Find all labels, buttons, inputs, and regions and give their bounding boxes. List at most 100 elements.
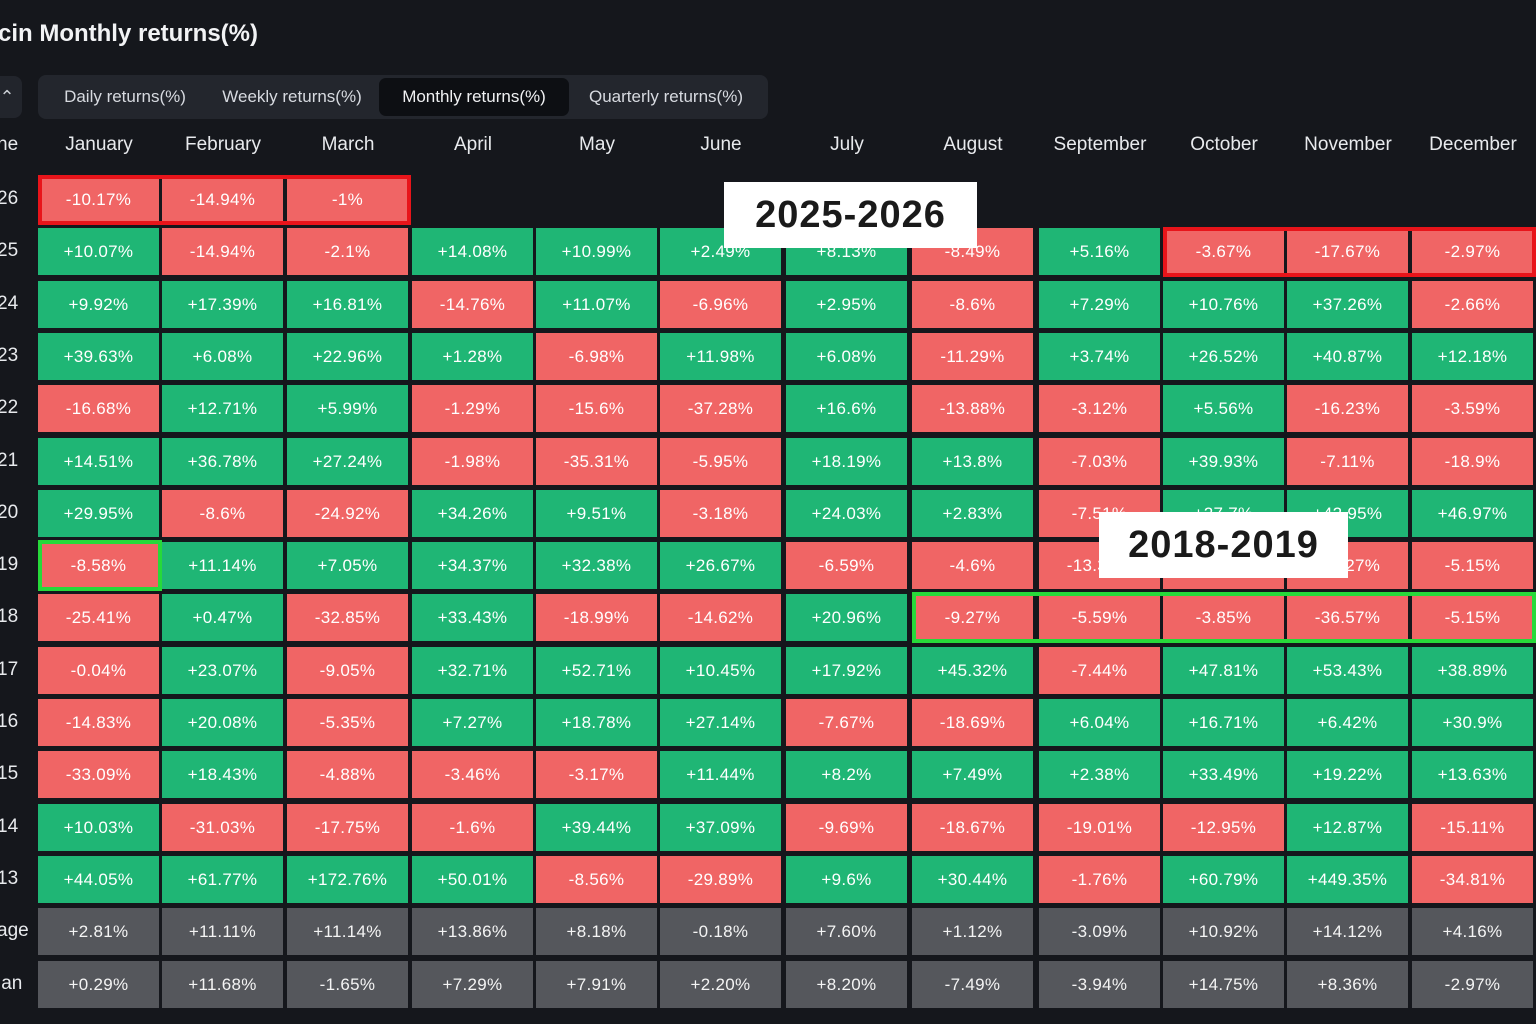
return-cell[interactable]: +24.03% <box>786 490 907 537</box>
return-cell[interactable]: -3.46% <box>412 751 533 798</box>
return-cell[interactable]: -6.59% <box>786 542 907 589</box>
return-cell[interactable]: +13.63% <box>1412 751 1533 798</box>
return-cell[interactable]: +33.49% <box>1163 751 1284 798</box>
return-cell[interactable]: -1.98% <box>412 438 533 485</box>
return-cell[interactable]: +45.32% <box>912 647 1033 694</box>
return-cell[interactable]: +37.26% <box>1287 281 1408 328</box>
tab-quarterly-returns[interactable]: Quarterly returns(%) <box>589 87 743 106</box>
return-cell[interactable]: -7.67% <box>786 699 907 746</box>
return-cell[interactable]: +30.9% <box>1412 699 1533 746</box>
return-cell[interactable]: -34.81% <box>1412 856 1533 903</box>
return-cell[interactable]: -5.95% <box>660 438 781 485</box>
tab-daily-returns[interactable]: Daily returns(%) <box>64 87 186 106</box>
return-cell[interactable]: +39.93% <box>1163 438 1284 485</box>
return-cell[interactable]: -3.85% <box>1163 594 1284 641</box>
return-cell[interactable]: -1% <box>287 176 408 223</box>
return-cell[interactable]: +38.89% <box>1412 647 1533 694</box>
return-cell[interactable]: +10.99% <box>536 228 657 275</box>
return-cell[interactable]: +6.04% <box>1039 699 1160 746</box>
summary-cell[interactable]: -0.18% <box>660 908 781 955</box>
summary-cell[interactable]: -2.97% <box>1412 961 1533 1008</box>
return-cell[interactable]: -18.9% <box>1412 438 1533 485</box>
return-cell[interactable]: +7.27% <box>412 699 533 746</box>
return-cell[interactable]: +12.18% <box>1412 333 1533 380</box>
return-cell[interactable]: +10.07% <box>38 228 159 275</box>
return-cell[interactable]: -8.6% <box>162 490 283 537</box>
return-cell[interactable]: -1.76% <box>1039 856 1160 903</box>
return-cell[interactable]: -5.59% <box>1039 594 1160 641</box>
return-cell[interactable]: +26.52% <box>1163 333 1284 380</box>
tab-weekly-returns[interactable]: Weekly returns(%) <box>222 87 362 106</box>
return-cell[interactable]: +18.43% <box>162 751 283 798</box>
return-cell[interactable]: +52.71% <box>536 647 657 694</box>
return-cell[interactable]: +32.38% <box>536 542 657 589</box>
summary-cell[interactable]: -3.94% <box>1039 961 1160 1008</box>
return-cell[interactable]: -7.44% <box>1039 647 1160 694</box>
return-cell[interactable]: -5.15% <box>1412 542 1533 589</box>
summary-cell[interactable]: +11.68% <box>162 961 283 1008</box>
return-cell[interactable]: -35.31% <box>536 438 657 485</box>
return-cell[interactable]: +11.07% <box>536 281 657 328</box>
return-cell[interactable]: +22.96% <box>287 333 408 380</box>
return-cell[interactable]: +39.44% <box>536 804 657 851</box>
summary-cell[interactable]: +10.92% <box>1163 908 1284 955</box>
return-cell[interactable]: +60.79% <box>1163 856 1284 903</box>
return-cell[interactable]: +6.08% <box>786 333 907 380</box>
return-cell[interactable]: +9.51% <box>536 490 657 537</box>
return-cell[interactable]: -25.41% <box>38 594 159 641</box>
return-cell[interactable]: -18.99% <box>536 594 657 641</box>
summary-cell[interactable]: +8.18% <box>536 908 657 955</box>
return-cell[interactable]: +26.67% <box>660 542 781 589</box>
return-cell[interactable]: +16.71% <box>1163 699 1284 746</box>
return-cell[interactable]: -17.67% <box>1287 228 1408 275</box>
return-cell[interactable]: +29.95% <box>38 490 159 537</box>
return-cell[interactable]: +27.14% <box>660 699 781 746</box>
return-cell[interactable]: +12.71% <box>162 385 283 432</box>
return-cell[interactable]: -36.57% <box>1287 594 1408 641</box>
return-cell[interactable]: +3.74% <box>1039 333 1160 380</box>
return-cell[interactable]: -13.88% <box>912 385 1033 432</box>
return-cell[interactable]: +18.78% <box>536 699 657 746</box>
return-cell[interactable]: -2.97% <box>1412 228 1533 275</box>
return-cell[interactable]: +6.42% <box>1287 699 1408 746</box>
return-cell[interactable]: -2.66% <box>1412 281 1533 328</box>
return-cell[interactable]: -24.92% <box>287 490 408 537</box>
return-cell[interactable]: -3.17% <box>536 751 657 798</box>
return-cell[interactable]: +33.43% <box>412 594 533 641</box>
return-cell[interactable]: +36.78% <box>162 438 283 485</box>
summary-cell[interactable]: +11.11% <box>162 908 283 955</box>
return-cell[interactable]: -2.1% <box>287 228 408 275</box>
summary-cell[interactable]: +11.14% <box>287 908 408 955</box>
return-cell[interactable]: +37.09% <box>660 804 781 851</box>
return-cell[interactable]: +7.05% <box>287 542 408 589</box>
return-cell[interactable]: -14.83% <box>38 699 159 746</box>
return-cell[interactable]: +1.28% <box>412 333 533 380</box>
return-cell[interactable]: -19.01% <box>1039 804 1160 851</box>
return-cell[interactable]: -6.96% <box>660 281 781 328</box>
return-cell[interactable]: -16.68% <box>38 385 159 432</box>
summary-cell[interactable]: -3.09% <box>1039 908 1160 955</box>
return-cell[interactable]: +5.99% <box>287 385 408 432</box>
range-selector[interactable]: ⌃ <box>0 76 22 118</box>
return-cell[interactable]: +5.16% <box>1039 228 1160 275</box>
return-cell[interactable]: +16.6% <box>786 385 907 432</box>
return-cell[interactable]: +19.22% <box>1287 751 1408 798</box>
return-cell[interactable]: -4.88% <box>287 751 408 798</box>
return-cell[interactable]: +40.87% <box>1287 333 1408 380</box>
return-cell[interactable]: -12.95% <box>1163 804 1284 851</box>
summary-cell[interactable]: +7.29% <box>412 961 533 1008</box>
return-cell[interactable]: -5.35% <box>287 699 408 746</box>
return-cell[interactable]: -0.04% <box>38 647 159 694</box>
return-cell[interactable]: +61.77% <box>162 856 283 903</box>
return-cell[interactable]: +9.92% <box>38 281 159 328</box>
return-cell[interactable]: +34.37% <box>412 542 533 589</box>
return-cell[interactable]: +449.35% <box>1287 856 1408 903</box>
return-cell[interactable]: +17.39% <box>162 281 283 328</box>
return-cell[interactable]: +39.63% <box>38 333 159 380</box>
return-cell[interactable]: -9.69% <box>786 804 907 851</box>
return-cell[interactable]: +44.05% <box>38 856 159 903</box>
summary-cell[interactable]: +4.16% <box>1412 908 1533 955</box>
return-cell[interactable]: +10.45% <box>660 647 781 694</box>
return-cell[interactable]: -17.75% <box>287 804 408 851</box>
return-cell[interactable]: +46.97% <box>1412 490 1533 537</box>
